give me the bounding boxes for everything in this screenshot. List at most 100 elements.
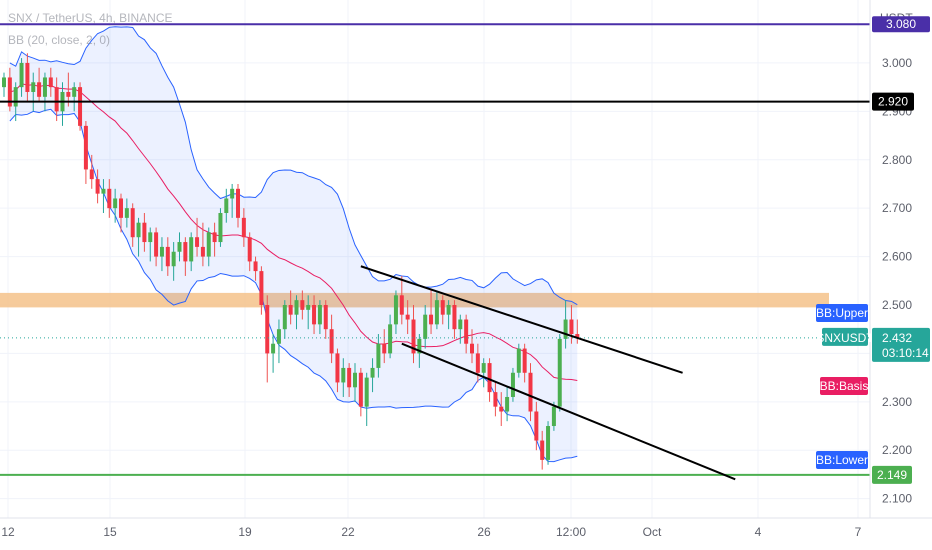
candle-body-60 <box>353 372 357 388</box>
time-tick-label: 15 <box>103 525 117 539</box>
candle-body-36 <box>212 232 217 243</box>
candle-body-63 <box>370 367 375 378</box>
candle-body-71 <box>417 338 422 354</box>
candle-body-76 <box>446 304 451 315</box>
candle-body-3 <box>19 62 24 88</box>
resistance-price-tag-text: 2.920 <box>878 95 908 109</box>
candle-body-79 <box>464 319 469 344</box>
candle-body-70 <box>411 319 416 354</box>
candle-body-96 <box>563 319 568 339</box>
candle-body-94 <box>551 406 556 427</box>
candle-body-58 <box>341 367 346 383</box>
band-lower-line <box>9 108 578 463</box>
candle-body-80 <box>470 343 474 354</box>
bb-upper-label <box>816 304 868 322</box>
candle-body-53 <box>312 304 317 325</box>
candles <box>2 53 580 470</box>
candle-body-69 <box>405 314 410 320</box>
candle-body-73 <box>429 314 434 325</box>
candle-body-51 <box>300 300 305 310</box>
candle-body-82 <box>481 363 486 373</box>
candle-body-47 <box>276 329 281 344</box>
candle-body-55 <box>323 304 328 330</box>
countdown-text: 03:10:14 <box>882 346 929 360</box>
candle-body-56 <box>329 329 334 354</box>
price-tick-label: 3.000 <box>882 56 912 70</box>
candle-body-5 <box>31 82 36 92</box>
symbol-tag <box>822 327 868 346</box>
candle-body-33 <box>195 237 200 247</box>
bb-upper-label-text: BB:Upper <box>816 306 868 320</box>
candle-body-89 <box>522 348 527 373</box>
candle-body-2 <box>13 87 18 107</box>
time-tick-label: 7 <box>855 525 862 539</box>
candle-body-31 <box>183 242 188 262</box>
candle-body-15 <box>89 169 94 180</box>
candle-body-8 <box>48 77 53 88</box>
grid <box>0 0 870 518</box>
indicator-legend: BB (20, close, 2, 0) <box>8 33 110 47</box>
resistance-price-tag <box>872 92 914 111</box>
candle-body-40 <box>236 188 240 218</box>
candle-body-28 <box>165 246 170 267</box>
bb-basis-label-text: BB:Basis <box>820 379 869 393</box>
candle-body-45 <box>265 304 270 354</box>
candle-body-43 <box>253 261 258 272</box>
candle-body-11 <box>66 91 71 97</box>
candle-body-81 <box>475 353 480 373</box>
price-tick-label: 2.700 <box>882 201 912 215</box>
candle-body-0 <box>2 77 6 88</box>
current-price-tag <box>872 327 930 362</box>
candle-body-7 <box>42 77 47 97</box>
channel-line-1 <box>401 342 736 481</box>
candle-body-46 <box>271 343 276 354</box>
candle-body-64 <box>376 343 381 368</box>
candle-body-78 <box>458 319 463 330</box>
price-tick-label: 2.300 <box>882 395 912 409</box>
candle-body-38 <box>224 198 229 214</box>
candle-body-13 <box>78 87 83 126</box>
candle-body-87 <box>510 372 515 397</box>
chart-title: SNX / TetherUS, 4h, BINANCE <box>8 11 173 25</box>
candle-body-27 <box>159 246 164 257</box>
candle-body-39 <box>230 188 235 199</box>
zone-layer <box>0 292 829 308</box>
candle-body-30 <box>177 242 182 252</box>
candle-body-21 <box>124 208 129 218</box>
band-upper-line <box>9 26 578 306</box>
candle-body-50 <box>294 300 299 315</box>
plot-background <box>0 0 870 518</box>
candle-body-61 <box>358 372 363 407</box>
time-tick-label: 4 <box>755 525 762 539</box>
time-tick-label: Oct <box>643 525 662 539</box>
candle-body-74 <box>434 300 439 325</box>
time-tick-label: 22 <box>341 525 355 539</box>
support-price-tag <box>872 465 912 484</box>
candle-body-17 <box>101 188 106 194</box>
candle-body-67 <box>393 295 398 325</box>
support-price-tag-text: 2.149 <box>877 468 907 482</box>
candle-body-75 <box>440 300 445 315</box>
candle-body-16 <box>95 179 100 194</box>
top-line-price-tag <box>872 16 930 33</box>
candle-body-77 <box>452 304 457 330</box>
candle-body-93 <box>546 426 551 460</box>
candle-body-59 <box>347 367 352 388</box>
candle-body-57 <box>335 353 340 383</box>
candle-body-12 <box>72 87 77 97</box>
candle-body-1 <box>7 77 12 107</box>
channel-line-0 <box>360 265 683 374</box>
time-axis: 12 15 19 22 26 12:00 Oct 4 7 <box>1 525 861 539</box>
price-axis-background <box>870 0 932 518</box>
candle-body-62 <box>364 377 369 407</box>
time-tick-label: 12 <box>1 525 15 539</box>
candle-body-44 <box>259 271 264 305</box>
candle-body-54 <box>317 304 322 325</box>
trend-channel <box>360 265 736 481</box>
candle-body-34 <box>200 246 205 257</box>
candle-body-85 <box>499 406 504 412</box>
current-price-text: 2.432 <box>882 331 912 345</box>
top-line-price-tag-text: 3.080 <box>886 17 916 31</box>
candle-body-65 <box>382 343 387 354</box>
